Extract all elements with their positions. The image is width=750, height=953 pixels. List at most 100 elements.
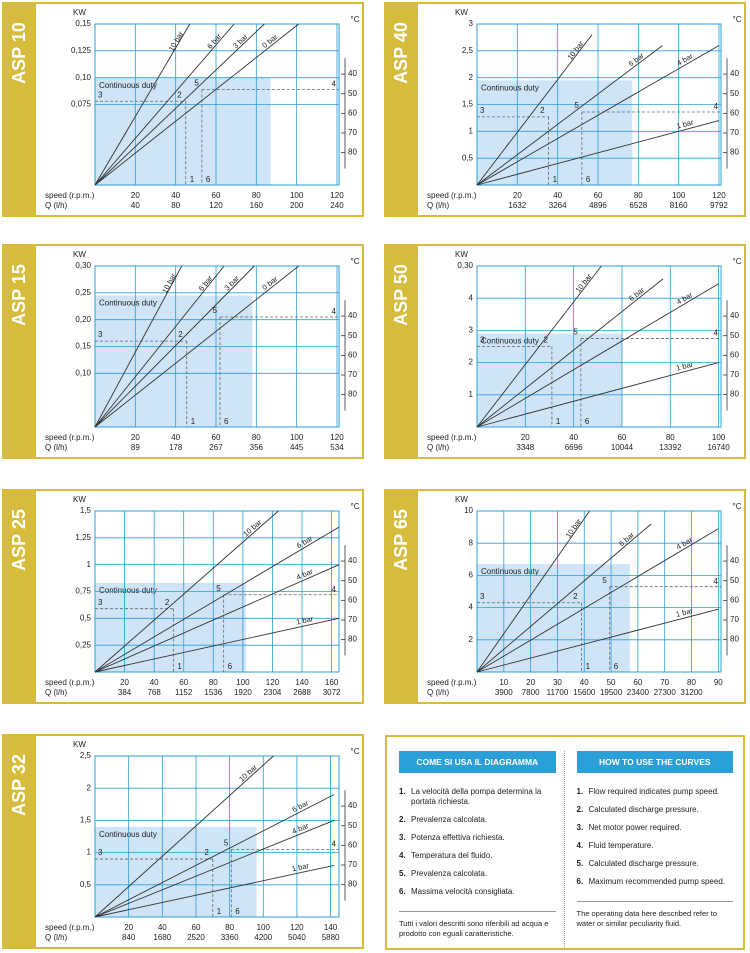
curve <box>476 608 719 673</box>
list-item: 3. Net motor power required. <box>577 823 734 833</box>
x2-tick-label: 89 <box>131 443 140 452</box>
x2-tick-label: 1536 <box>204 688 222 697</box>
point-label: 5 <box>573 328 578 337</box>
x2-tick-label: 3264 <box>549 201 567 210</box>
point-label: 5 <box>602 576 607 585</box>
duty-label: Continuous duty <box>99 830 157 839</box>
y2-tick-label: 60 <box>730 108 739 117</box>
x-tick-label: 30 <box>553 678 562 687</box>
point-label: 1 <box>556 417 561 426</box>
chart-title: ASP 32 <box>9 754 29 816</box>
plot-border <box>476 23 722 186</box>
point-label: 3 <box>98 848 103 857</box>
x-tick-label: 120 <box>330 433 344 442</box>
item-text: Maximum recommended pump speed. <box>588 877 726 886</box>
item-text: Fluid temperature. <box>588 841 654 850</box>
y-tick-label: 1,5 <box>80 816 92 825</box>
point-label: 4 <box>714 102 719 111</box>
curve <box>476 523 652 673</box>
point-label: 5 <box>213 306 218 315</box>
x-tick-label: 60 <box>192 923 201 932</box>
x2-tick-label: 7800 <box>522 688 540 697</box>
curve <box>476 510 590 673</box>
point-label: 5 <box>216 584 221 593</box>
list-item: 2. Prevalenza calcolata. <box>399 815 556 825</box>
item-text: Calculated discharge pressure. <box>588 805 699 814</box>
x2-axis-label: Q (l/h) <box>45 443 68 452</box>
y2-tick-label: 50 <box>348 821 357 830</box>
list-item: 4. Temperatura del fluido. <box>399 851 556 861</box>
point-label: 3 <box>480 336 485 345</box>
item-number: 2. <box>576 805 584 814</box>
x2-axis-label: Q (l/h) <box>45 688 68 697</box>
y-axis-label: KW <box>455 495 468 504</box>
point-label: 2 <box>543 336 548 345</box>
curve <box>476 278 664 428</box>
point-label: 2 <box>178 330 183 339</box>
y2-tick-label: 60 <box>348 350 357 359</box>
x-tick-label: 40 <box>158 923 167 932</box>
x2-tick-label: 16740 <box>707 443 730 452</box>
y-tick-label: 0,5 <box>80 613 92 622</box>
column-en: HOW TO USE THE CURVES 1. Flow required in… <box>563 751 734 948</box>
y2-tick-label: 60 <box>348 840 357 849</box>
x2-axis-label: Q (l/h) <box>45 933 68 942</box>
x2-axis-label: Q (l/h) <box>427 201 450 210</box>
x2-tick-label: 27300 <box>654 688 677 697</box>
x2-tick-label: 11700 <box>547 688 569 697</box>
point-label: 1 <box>191 417 196 426</box>
x2-axis-label: Q (l/h) <box>45 201 68 210</box>
point-label: 3 <box>480 592 485 601</box>
x-tick-label: 40 <box>580 678 589 687</box>
x2-tick-label: 267 <box>209 443 223 452</box>
list-item: 2. Calculated discharge pressure. <box>577 805 734 815</box>
note: Tutti i valori descritti sono riferibili… <box>399 911 556 939</box>
point-label: 2 <box>177 90 182 99</box>
y-tick-label: 0,075 <box>71 100 92 109</box>
y-tick-label: 0,125 <box>71 46 92 55</box>
list-item: 5. Calculated discharge pressure. <box>577 859 734 869</box>
y2-tick-label: 70 <box>348 370 357 379</box>
curve <box>476 283 719 428</box>
item-number: 4. <box>576 841 584 850</box>
x-tick-label: 80 <box>252 191 261 200</box>
curve-label: 1 bar <box>676 117 695 130</box>
x-tick-label: 70 <box>660 678 669 687</box>
x-tick-label: 60 <box>594 191 603 200</box>
y2-tick-label: 80 <box>348 390 357 399</box>
y2-tick-label: 50 <box>730 89 739 98</box>
item-number: 6. <box>399 887 406 896</box>
item-number: 3. <box>399 833 406 842</box>
x-tick-label: 40 <box>171 191 180 200</box>
plot-border <box>94 755 340 918</box>
y2-tick-label: 40 <box>348 556 357 565</box>
x-tick-label: 160 <box>325 678 339 687</box>
y-tick-label: 0,10 <box>75 368 91 377</box>
y-tick-label: 0,30 <box>457 261 473 270</box>
x-tick-label: 100 <box>290 191 304 200</box>
x2-tick-label: 768 <box>147 688 161 697</box>
curve <box>94 23 299 186</box>
x-tick-label: 40 <box>553 191 562 200</box>
y2-tick-label: 40 <box>348 311 357 320</box>
x-tick-label: 20 <box>513 191 522 200</box>
y2-tick-label: 70 <box>348 128 357 137</box>
point-label: 1 <box>553 175 558 184</box>
x2-tick-label: 3348 <box>516 443 534 452</box>
x-tick-label: 20 <box>120 678 129 687</box>
y2-tick-label: 60 <box>348 108 357 117</box>
item-text: Prevalenza calcolata. <box>411 815 488 824</box>
y-tick-label: 2 <box>469 358 474 367</box>
y2-tick-label: 40 <box>348 801 357 810</box>
x2-tick-label: 80 <box>171 201 180 210</box>
x-tick-label: 100 <box>290 433 304 442</box>
list-item: 4. Fluid temperature. <box>577 841 734 851</box>
item-text: Calculated discharge pressure. <box>588 859 699 868</box>
duty-area <box>477 80 633 185</box>
x2-tick-label: 2304 <box>264 688 282 697</box>
x2-tick-label: 8160 <box>670 201 688 210</box>
item-number: 5. <box>399 869 406 878</box>
y2-axis-label: °C <box>733 502 742 511</box>
x2-tick-label: 3072 <box>323 688 341 697</box>
